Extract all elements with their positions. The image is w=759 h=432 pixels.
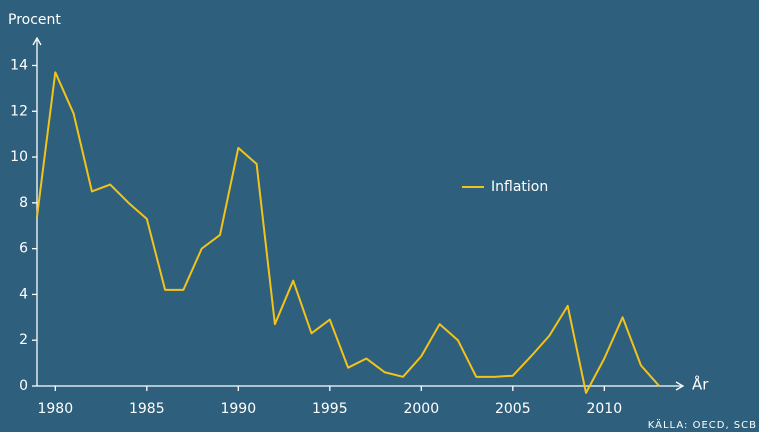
x-tick-label: 1985: [129, 401, 165, 417]
x-axis-arrow: [675, 381, 685, 391]
y-tick-label: 10: [10, 149, 28, 165]
y-tick-label: 0: [19, 378, 28, 394]
y-axis-label: Procent: [8, 12, 61, 28]
y-tick-label: 12: [10, 103, 28, 119]
x-tick-label: 1980: [37, 401, 73, 417]
y-tick-label: 14: [10, 57, 28, 73]
line: [36, 71, 660, 394]
x-tick-label: 1995: [312, 401, 348, 417]
x-tick-label: 2010: [586, 401, 622, 417]
y-tick-label: 2: [19, 332, 28, 348]
x-tick-label: 2000: [403, 401, 439, 417]
y-tick-label: 8: [19, 195, 28, 211]
y-tick-label: 4: [19, 286, 28, 302]
source: KÄLLA: OECD, SCB: [648, 418, 757, 431]
x-axis-label: År: [692, 375, 709, 394]
legend-label: Inflation: [491, 179, 548, 195]
x-tick-label: 1990: [220, 401, 256, 417]
y-axis-arrow: [32, 36, 42, 46]
x-tick-label: 2005: [495, 401, 531, 417]
y-tick-label: 6: [19, 241, 28, 257]
